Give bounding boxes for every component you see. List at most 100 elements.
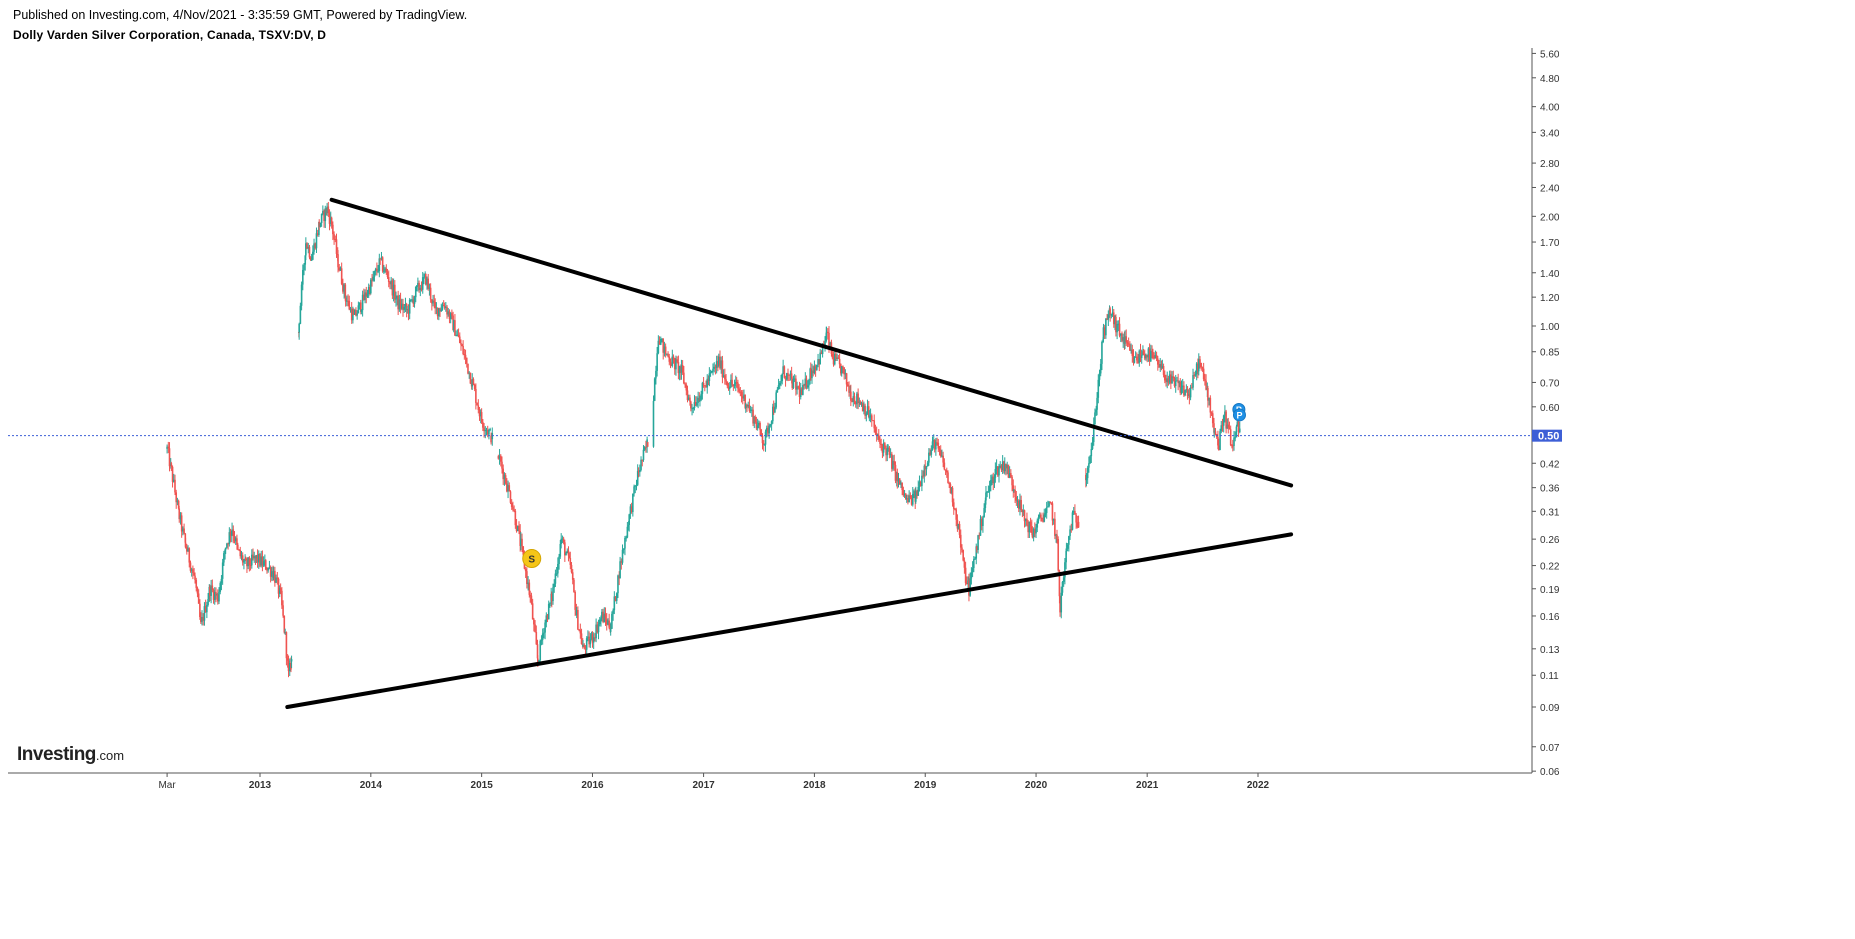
candle-body	[902, 490, 905, 496]
candle-body	[923, 465, 926, 477]
candle-body	[1031, 532, 1034, 538]
candle-body	[686, 390, 689, 400]
y-tick-label: 3.40	[1540, 128, 1560, 139]
candle-body	[412, 299, 415, 304]
current-price-label: 0.50	[1538, 431, 1559, 443]
time-axis[interactable]: Mar 2013 2014 2015 2016 2017 2018 2019 2020 2021 2…	[8, 772, 1532, 791]
y-tick-label: 0.19	[1540, 585, 1560, 596]
y-tick-label: 0.16	[1540, 612, 1560, 623]
candle-body	[1225, 411, 1227, 429]
candle-body	[732, 384, 735, 386]
candle-body	[264, 560, 266, 562]
candle-body	[1000, 465, 1003, 470]
candle-body	[1186, 389, 1189, 397]
candle-body	[619, 561, 621, 579]
candle-body	[685, 384, 688, 391]
candle-body	[346, 300, 348, 302]
candle-body	[411, 299, 413, 301]
candle-body	[1146, 355, 1148, 358]
candle-body	[897, 478, 900, 482]
candle-body	[1126, 342, 1129, 344]
dividend-marker	[522, 549, 542, 569]
candle-body	[472, 379, 475, 385]
candle-body	[267, 567, 269, 571]
candle-body	[681, 364, 684, 373]
candle-body	[544, 622, 546, 633]
candle-body	[561, 538, 564, 540]
candle-body	[595, 624, 597, 639]
candle-body	[536, 644, 539, 659]
candle-body	[891, 453, 893, 469]
candle-body	[397, 295, 399, 310]
candle-body	[209, 586, 211, 596]
y-tick-label: 0.36	[1540, 484, 1560, 495]
candle-body	[1234, 437, 1237, 439]
candle-body	[772, 406, 774, 422]
candle-body	[1158, 364, 1160, 368]
candle-body	[367, 287, 370, 295]
candle-body	[733, 383, 736, 386]
candle-body	[1222, 415, 1225, 426]
price-axis[interactable]: 5.60 4.80 4.00 3.40 2.80 2.40 2.00 1.70 1.40 1.20…	[1531, 48, 1562, 778]
candle-body	[528, 582, 531, 595]
candle-body	[778, 382, 781, 386]
candle-body	[307, 246, 310, 249]
candle-body	[671, 356, 674, 366]
candle-body	[316, 233, 319, 235]
candle-body	[1075, 514, 1077, 523]
candle-body	[925, 466, 928, 470]
candle-body	[1076, 522, 1079, 528]
candle-body	[244, 558, 247, 561]
candle-body	[232, 529, 235, 537]
y-tick-label: 0.07	[1540, 743, 1560, 754]
candle-body	[885, 447, 887, 456]
candle-body	[850, 391, 852, 401]
candle-body	[315, 233, 318, 249]
candle-body	[905, 493, 907, 500]
candle-body	[462, 346, 464, 354]
candle-body	[288, 663, 291, 672]
candle-body	[555, 573, 558, 575]
candle-body	[1238, 428, 1241, 433]
x-tick-label: 2014	[360, 780, 383, 791]
candle-body	[1086, 467, 1089, 479]
candle-body	[308, 246, 311, 258]
candle-body	[1191, 387, 1193, 389]
y-tick-label: 0.85	[1540, 348, 1560, 359]
candle-body	[360, 310, 363, 312]
candle-body	[1151, 350, 1153, 352]
candle-body	[553, 583, 556, 588]
candle-body	[799, 389, 802, 397]
candle-body	[875, 433, 878, 436]
candle-body	[546, 615, 549, 620]
candle-body	[824, 341, 826, 346]
candle-body	[873, 420, 876, 429]
candle-body	[1058, 570, 1061, 597]
candle-body	[633, 486, 635, 494]
candle-body	[1162, 366, 1165, 375]
candle-body	[924, 465, 927, 470]
candle-body	[387, 276, 390, 283]
candle-body	[319, 223, 322, 228]
candle-body	[339, 268, 342, 271]
candle-body	[869, 415, 872, 417]
y-tick-label: 0.26	[1540, 535, 1560, 546]
candle-body	[1070, 529, 1073, 531]
candle-body	[268, 567, 271, 569]
candle-body	[508, 485, 511, 492]
candle-body	[858, 401, 861, 404]
candle-body	[952, 502, 955, 509]
candle-body	[1021, 510, 1024, 513]
candle-body	[991, 476, 993, 481]
candle-body	[358, 302, 361, 306]
candle-body	[743, 394, 745, 399]
candle-body	[224, 547, 227, 550]
candle-body	[275, 577, 277, 583]
candle-body	[683, 372, 685, 384]
x-tick-label: 2019	[914, 780, 937, 791]
candle-body	[935, 442, 937, 450]
candle-body	[1181, 385, 1184, 387]
candle-body	[814, 366, 817, 370]
candle-body	[1109, 308, 1111, 315]
